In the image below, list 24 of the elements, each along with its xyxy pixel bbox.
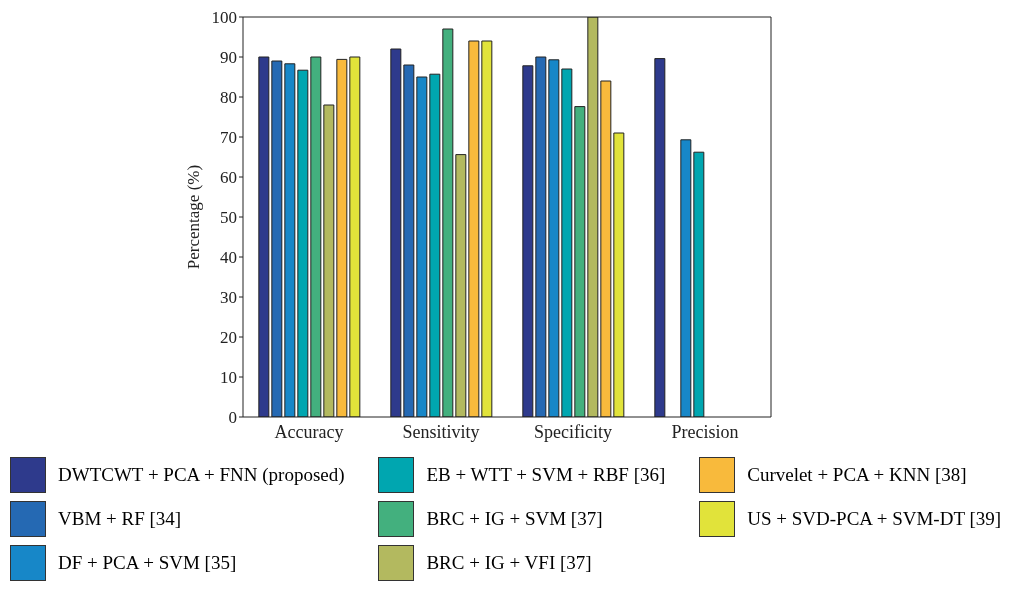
- y-tick-label: 0: [228, 408, 237, 428]
- legend-label: BRC + IG + VFI [37]: [426, 552, 592, 574]
- y-tick-label: 50: [220, 208, 237, 228]
- x-tick-label: Specificity: [534, 421, 612, 442]
- y-tick-label: 90: [220, 48, 237, 68]
- y-tick-label: 10: [220, 368, 237, 388]
- y-tick-label: 60: [220, 168, 237, 188]
- legend-label: DF + PCA + SVM [35]: [58, 552, 237, 574]
- y-tick-label: 70: [220, 128, 237, 148]
- x-tick-label: Precision: [671, 421, 739, 442]
- y-tick-label: 100: [211, 8, 237, 28]
- y-tick-label: 40: [220, 248, 237, 268]
- x-tick-label: Accuracy: [274, 421, 344, 442]
- y-tick-label: 20: [220, 328, 237, 348]
- x-tick-label: Sensitivity: [402, 421, 480, 442]
- legend-label: EB + WTT + SVM + RBF [36]: [426, 464, 666, 486]
- y-tick-label: 30: [220, 288, 237, 308]
- legend-label: Curvelet + PCA + KNN [38]: [747, 464, 967, 486]
- y-tick-label: 80: [220, 88, 237, 108]
- legend-label: VBM + RF [34]: [58, 508, 182, 530]
- legend-label: DWTCWT + PCA + FNN (proposed): [58, 464, 345, 486]
- legend-label: US + SVD-PCA + SVM-DT [39]: [747, 508, 1002, 530]
- y-axis-title: Percentage (%): [184, 164, 204, 270]
- legend-label: BRC + IG + SVM [37]: [426, 508, 603, 530]
